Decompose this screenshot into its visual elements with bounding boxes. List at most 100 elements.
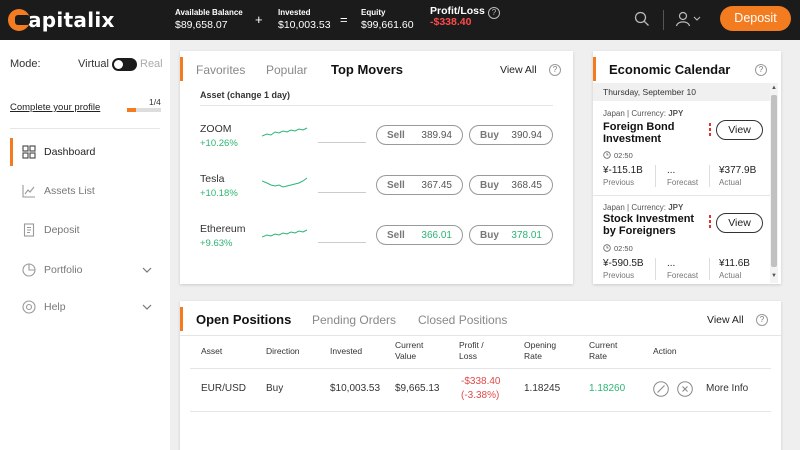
asset-change: +10.26% [200,138,238,149]
sidebar-divider [10,128,160,129]
column-header-asset: Asset [201,346,223,356]
event-forecast: ... [667,165,676,176]
view-event-button[interactable]: View [716,120,763,140]
invested-value: $10,003.53 [278,19,331,31]
plus-sign: + [255,12,263,27]
sidebar-item-deposit[interactable]: Deposit [10,216,160,244]
tab-popular[interactable]: Popular [266,63,308,77]
column-header-direction: Direction [266,346,300,356]
sell-price: 389.94 [421,129,452,141]
help-icon[interactable]: ? [488,7,500,19]
buy-button[interactable]: Buy 390.94 [469,125,553,145]
help-icon[interactable]: ? [549,64,561,76]
event-forecast: ... [667,258,676,269]
column-header-profit-loss: Profit / Loss [459,340,484,361]
divider [200,105,553,106]
asset-name: Tesla [200,173,225,185]
top-movers-card: Favorites Popular Top Movers View All ? … [180,51,573,284]
deposit-icon [23,223,35,237]
view-all-link[interactable]: View All [500,64,537,76]
deposit-button[interactable]: Deposit [720,6,791,31]
sell-button[interactable]: Sell 367.45 [376,175,463,195]
sidebar: Mode: Virtual Real Complete your profile… [0,40,170,450]
divider [655,165,656,187]
tab-top-movers[interactable]: Top Movers [331,62,403,77]
scroll-up-icon[interactable]: ▲ [771,85,777,91]
equals-sign: = [340,12,348,27]
event-country: Japan | Currency: [603,203,669,212]
event-time: 02:50 [614,151,633,160]
asset-name: Ethereum [200,223,246,235]
event-meta: Japan | Currency: JPY [603,109,683,118]
asset-change: +10.18% [200,188,238,199]
column-header-action: Action [653,346,677,356]
equity-value: $99,661.60 [361,19,414,31]
sell-price: 367.45 [421,179,452,191]
card-accent [180,307,183,331]
tab-favorites[interactable]: Favorites [196,63,246,77]
view-all-link[interactable]: View All [707,314,744,326]
importance-icon [709,215,711,218]
sidebar-item-help[interactable]: Help [10,293,160,321]
buy-label: Buy [480,229,499,241]
dashboard-icon [22,145,36,159]
sidebar-item-label: Assets List [44,185,95,197]
search-icon[interactable] [634,11,650,27]
importance-icon [709,220,711,223]
buy-button[interactable]: Buy 378.01 [469,225,553,245]
user-menu-icon[interactable] [675,10,703,28]
scroll-thumb[interactable] [771,95,777,267]
help-icon[interactable]: ? [755,64,767,76]
divider [709,165,710,187]
previous-label: Previous [603,178,635,187]
previous-label: Previous [603,271,635,280]
sidebar-item-dashboard[interactable]: Dashboard [10,138,160,166]
sell-label: Sell [387,229,405,241]
tab-closed-positions[interactable]: Closed Positions [418,313,508,327]
event-currency: JPY [668,203,684,212]
position-asset: EUR/USD [201,383,247,394]
positions-card: Open Positions Pending Orders Closed Pos… [180,301,781,450]
mode-real-label: Real [140,58,163,70]
calendar-title: Economic Calendar [609,62,731,77]
buy-label: Buy [480,179,499,191]
sell-button[interactable]: Sell 366.01 [376,225,463,245]
importance-icon [709,123,711,126]
position-direction: Buy [266,383,284,394]
view-event-button[interactable]: View [716,213,763,233]
scroll-down-icon[interactable]: ▼ [771,273,777,279]
complete-profile-link[interactable]: Complete your profile [10,102,101,113]
more-info-link[interactable]: More Info [706,383,749,394]
capitalix-logo[interactable]: apitalix [8,8,115,32]
sell-button[interactable]: Sell 389.94 [376,125,463,145]
sidebar-item-assets-list[interactable]: Assets List [10,177,160,205]
top-bar: apitalix Available Balance $89,658.07 + … [0,0,800,40]
invested-label: Invested [278,8,311,17]
close-position-icon[interactable] [677,381,693,397]
tab-open-positions[interactable]: Open Positions [196,312,292,327]
position-profit-loss: -$338.40 [461,376,501,387]
importance-icon [709,133,711,136]
sparkline [262,229,308,238]
mode-label: Mode: [10,58,41,70]
help-icon[interactable]: ? [756,314,768,326]
column-header-current-value: Current Value [395,340,424,361]
event-title: Stock Investment by Foreigners [603,213,695,237]
mode-toggle[interactable] [112,58,137,71]
sidebar-item-label: Dashboard [44,146,96,158]
calendar-scrollbar[interactable]: ▲ ▼ [770,83,778,283]
tab-pending-orders[interactable]: Pending Orders [312,313,397,327]
divider [709,258,710,280]
edit-position-icon[interactable] [653,381,669,397]
sidebar-item-portfolio[interactable]: Portfolio [10,256,160,284]
profit-loss-value: -$338.40 [430,16,472,28]
event-meta: Japan | Currency: JPY [603,203,683,212]
divider [190,411,771,412]
sell-label: Sell [387,129,405,141]
divider [318,142,366,143]
profit-loss: Profit/Loss -$338.40 [430,6,485,29]
actual-label: Actual [719,271,742,280]
column-header-opening-rate: Opening Rate [524,340,557,361]
asset-name: ZOOM [200,123,232,135]
buy-button[interactable]: Buy 368.45 [469,175,553,195]
